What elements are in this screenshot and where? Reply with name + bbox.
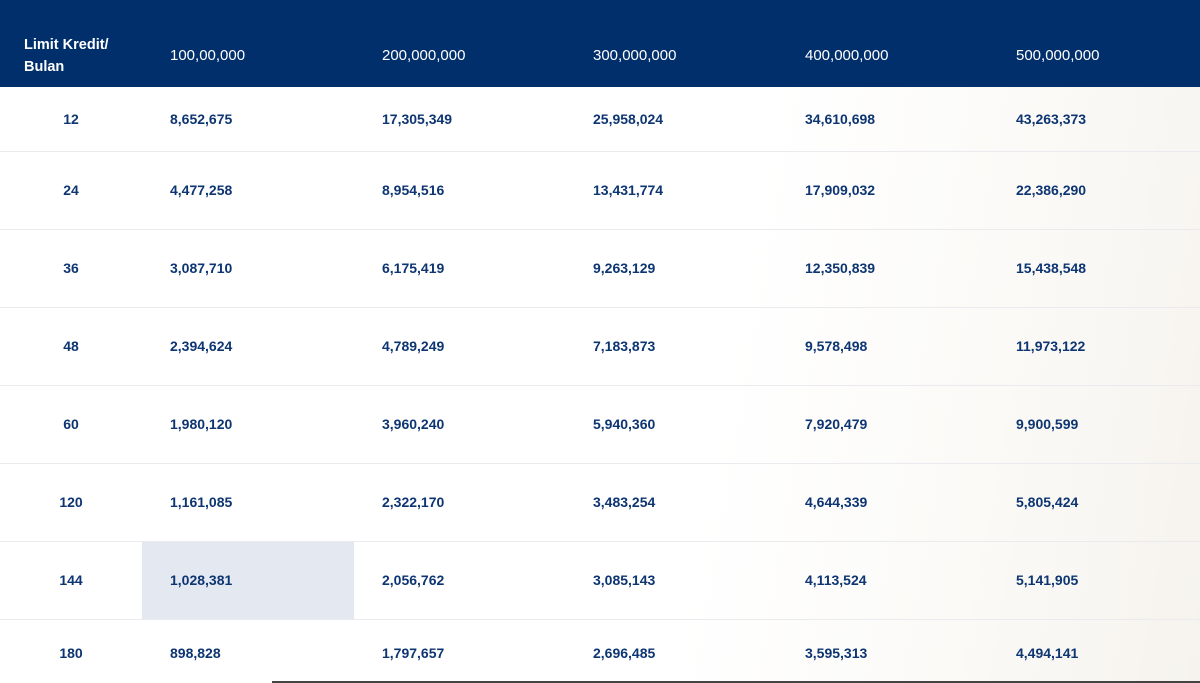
header-corner-cell: Limit Kredit/ Bulan [0, 24, 142, 87]
bottom-divider [272, 681, 1200, 683]
table-row: 144 1,028,381 2,056,762 3,085,143 4,113,… [0, 541, 1200, 619]
installment-cell: 7,920,479 [805, 416, 868, 432]
installment-cell: 11,973,122 [1016, 338, 1086, 354]
header-limit-cell: 400,000,000 [805, 47, 889, 64]
table-row: 36 3,087,710 6,175,419 9,263,129 12,350,… [0, 229, 1200, 307]
installment-cell: 17,305,349 [382, 110, 453, 127]
installment-cell: 25,958,024 [593, 110, 664, 127]
installment-cell: 2,394,624 [170, 338, 233, 354]
table-row: 24 4,477,258 8,954,516 13,431,774 17,909… [0, 151, 1200, 229]
installment-cell: 1,797,657 [382, 645, 445, 662]
tenor-cell: 144 [59, 572, 83, 588]
tenor-cell: 60 [63, 416, 79, 432]
table-row: 60 1,980,120 3,960,240 5,940,360 7,920,4… [0, 385, 1200, 463]
table-header: Limit Kredit/ Bulan 100,00,000 200,000,0… [0, 24, 1200, 87]
table-caption-strip [0, 0, 1200, 25]
installment-cell: 5,805,424 [1016, 494, 1079, 510]
header-limit-cell: 200,000,000 [382, 47, 466, 64]
installment-cell: 9,578,498 [805, 338, 868, 354]
installment-cell: 2,322,170 [382, 494, 445, 510]
installment-cell-highlighted[interactable]: 1,028,381 [142, 541, 354, 619]
installment-cell: 9,263,129 [593, 260, 656, 276]
installment-cell: 2,696,485 [593, 645, 656, 662]
installment-cell: 1,161,085 [170, 494, 233, 510]
installment-cell: 3,595,313 [805, 645, 868, 662]
installment-table: Limit Kredit/ Bulan 100,00,000 200,000,0… [0, 24, 1200, 683]
installment-cell: 7,183,873 [593, 338, 656, 354]
installment-cell: 8,652,675 [170, 110, 233, 127]
installment-cell: 4,113,524 [805, 572, 867, 588]
installment-cell: 9,900,599 [1016, 416, 1079, 432]
header-limit-cell: 300,000,000 [593, 47, 677, 64]
installment-cell: 4,789,249 [382, 338, 445, 354]
header-limit-cell: 500,000,000 [1016, 47, 1100, 64]
installment-cell: 17,909,032 [805, 182, 876, 198]
table-body: 12 8,652,675 17,305,349 25,958,024 34,61… [0, 87, 1200, 683]
table-row: 12 8,652,675 17,305,349 25,958,024 34,61… [0, 87, 1200, 151]
tenor-cell: 120 [59, 494, 83, 510]
tenor-cell: 180 [59, 645, 83, 662]
tenor-cell: 36 [63, 260, 79, 276]
header-corner-label-line2: Bulan [24, 58, 65, 75]
header-row: Limit Kredit/ Bulan 100,00,000 200,000,0… [0, 24, 1200, 87]
installment-cell: 15,438,548 [1016, 260, 1087, 276]
installment-cell: 4,644,339 [805, 494, 868, 510]
installment-cell: 22,386,290 [1016, 182, 1087, 198]
installment-cell: 3,085,143 [593, 572, 656, 588]
tenor-cell: 48 [63, 338, 79, 354]
installment-cell: 43,263,373 [1016, 110, 1087, 127]
installment-cell: 2,056,762 [382, 572, 445, 588]
installment-cell: 3,087,710 [170, 260, 233, 276]
tenor-cell: 24 [63, 182, 79, 198]
installment-cell: 13,431,774 [593, 182, 664, 198]
installment-cell: 4,494,141 [1016, 645, 1079, 662]
table-row: 180 898,828 1,797,657 2,696,485 3,595,31… [0, 619, 1200, 683]
installment-cell: 4,477,258 [170, 182, 233, 198]
tenor-cell: 12 [63, 110, 79, 127]
installment-cell: 3,960,240 [382, 416, 445, 432]
table-row: 48 2,394,624 4,789,249 7,183,873 9,578,4… [0, 307, 1200, 385]
installment-cell: 5,141,905 [1016, 572, 1079, 588]
table-row: 120 1,161,085 2,322,170 3,483,254 4,644,… [0, 463, 1200, 541]
installment-cell: 898,828 [170, 645, 221, 662]
installment-cell: 34,610,698 [805, 110, 876, 127]
header-limit-cell: 100,00,000 [170, 47, 246, 64]
installment-cell: 5,940,360 [593, 416, 656, 432]
installment-cell: 8,954,516 [382, 182, 445, 198]
installment-cell: 6,175,419 [382, 260, 445, 276]
installment-cell: 12,350,839 [805, 260, 876, 276]
installment-cell: 3,483,254 [593, 494, 656, 510]
header-corner-label-line1: Limit Kredit/ [24, 36, 109, 53]
installment-cell: 1,980,120 [170, 416, 233, 432]
